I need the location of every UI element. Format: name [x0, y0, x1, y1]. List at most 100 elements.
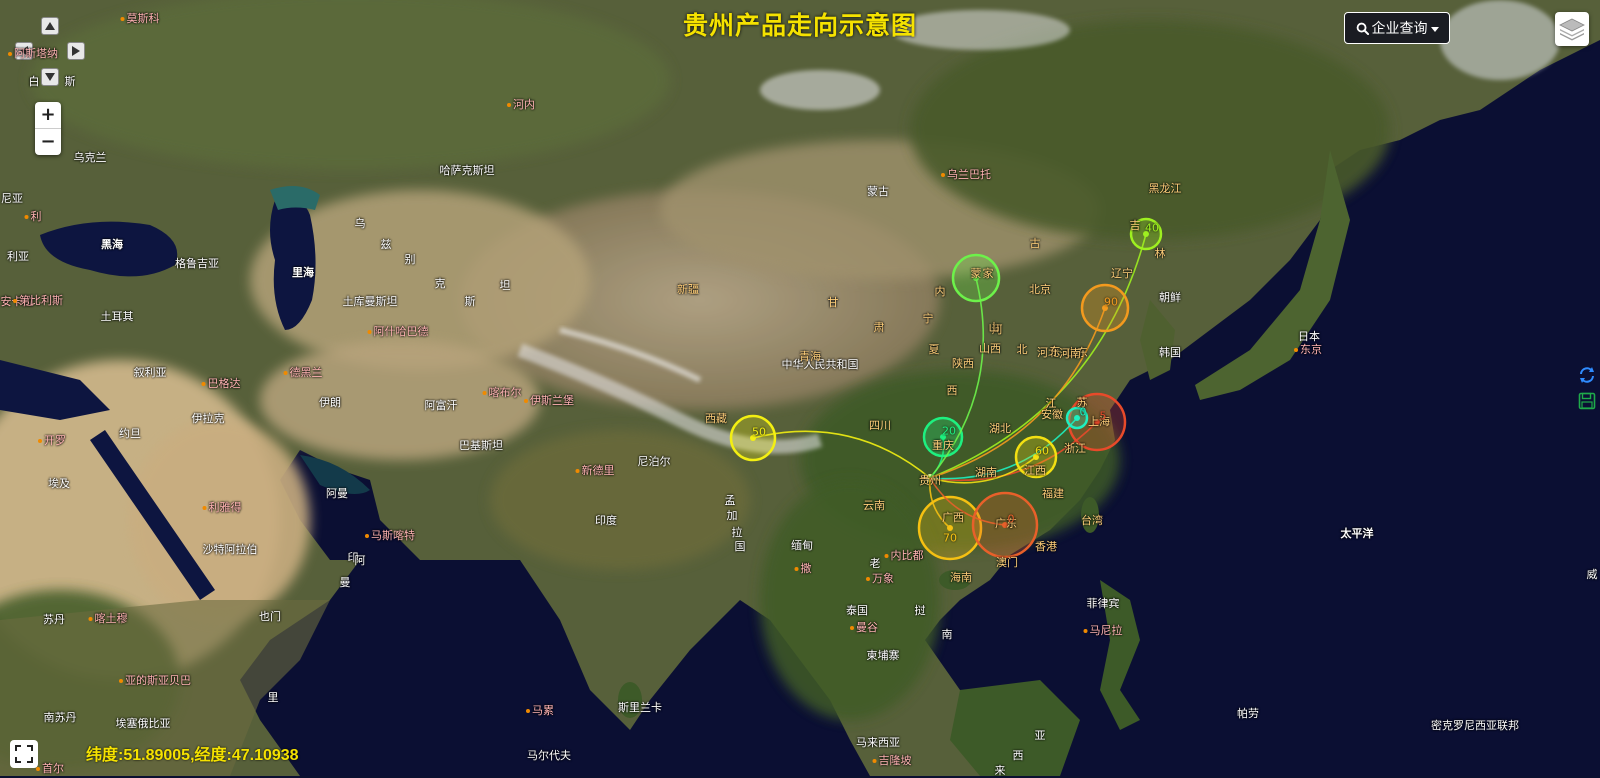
coordinate-readout: 纬度:51.89005,经度:47.10938 — [86, 747, 299, 764]
enterprise-query-label: 企业查询 — [1371, 21, 1428, 37]
city-label: 马斯喀特 — [365, 527, 415, 543]
country-label: 埃及 — [48, 477, 70, 490]
country-label: 土耳其 — [100, 310, 134, 323]
country-label: 也门 — [259, 610, 281, 623]
province-label: 江 — [1045, 397, 1057, 410]
city-label: 喀布尔 — [483, 384, 522, 400]
destination-value: 60 — [1035, 444, 1049, 458]
province-label: 河 — [991, 323, 1003, 336]
province-label: 黑龙江 — [1148, 182, 1182, 195]
city-label: 乌兰巴托 — [941, 166, 991, 182]
country-label: 别 — [404, 253, 416, 266]
country-label: 沙特阿拉伯 — [202, 543, 258, 556]
city-label: 利 — [25, 208, 42, 224]
flow-arrowhead — [940, 434, 946, 440]
city-label: 第比利斯 — [13, 292, 63, 308]
pan-down-button[interactable] — [41, 68, 59, 86]
country-label: 亚 — [1034, 729, 1046, 742]
destination-value: 70 — [943, 531, 957, 545]
country-label: 印 — [347, 551, 359, 564]
flow-line — [929, 417, 1078, 480]
country-label: 兹 — [380, 238, 392, 251]
province-label: 青海 — [799, 350, 821, 363]
country-label: 柬埔寨 — [866, 649, 900, 662]
country-label: 威 — [1586, 568, 1598, 581]
country-label: 加 — [726, 509, 738, 522]
zoom-in-button[interactable]: + — [35, 102, 61, 129]
country-label: 曼 — [339, 576, 351, 589]
sea-label: 黑海 — [101, 238, 123, 251]
fullscreen-icon — [15, 745, 33, 763]
city-label: 马累 — [526, 702, 554, 718]
country-label: 哈萨克斯坦 — [439, 164, 495, 177]
zoom-out-button[interactable]: − — [40, 131, 56, 152]
country-label: 阿 — [354, 554, 366, 567]
search-icon — [1356, 22, 1369, 35]
layers-icon — [1559, 18, 1585, 41]
flow-arrowhead — [1102, 305, 1108, 311]
province-label: 西藏 — [705, 412, 727, 425]
pan-up-button[interactable] — [41, 17, 59, 35]
city-label: 内比都 — [885, 547, 924, 563]
country-label: 韩国 — [1159, 346, 1181, 359]
layer-switcher-button[interactable] — [1555, 12, 1589, 46]
province-label: 澳门 — [996, 556, 1018, 569]
country-label: 帕劳 — [1237, 707, 1259, 720]
flow-line — [929, 477, 1006, 526]
country-label: 利亚 — [7, 250, 29, 263]
caret-down-icon — [1430, 26, 1439, 32]
flow-line — [752, 430, 931, 479]
triangle-down-icon — [45, 73, 55, 81]
country-label: 尼亚 — [1, 192, 23, 205]
destination-value: 0 — [1007, 512, 1015, 526]
city-label: 东京 — [1294, 341, 1322, 357]
country-label: 老 — [869, 557, 881, 570]
province-label: 台湾 — [1081, 514, 1103, 527]
country-label: 挝 — [914, 604, 926, 617]
province-label: 安徽 — [1041, 408, 1063, 421]
province-label: 内 — [934, 285, 946, 298]
province-label: 山西 — [979, 342, 1001, 355]
province-label: 陕西 — [952, 357, 974, 370]
country-label: 拉 — [731, 526, 743, 539]
country-label: 蒙古 — [867, 185, 889, 198]
province-label: 苏 — [1076, 396, 1088, 409]
pan-right-button[interactable] — [67, 42, 85, 60]
destination-value: 0 — [1079, 405, 1087, 419]
province-label: 山东 — [1066, 346, 1088, 359]
province-label: 上海 — [1088, 415, 1110, 428]
province-label: 重庆 — [932, 439, 954, 452]
province-label: 山 — [988, 321, 1000, 334]
province-label: 浙江 — [1064, 442, 1086, 455]
province-label: 广西 — [942, 511, 964, 524]
country-label: 泰国 — [846, 604, 868, 617]
city-label: 新德里 — [576, 462, 615, 478]
province-label: 甘 — [827, 296, 839, 309]
country-label: 密克罗尼西亚联邦 — [1431, 719, 1519, 732]
refresh-icon[interactable] — [1578, 366, 1596, 384]
sea-label: 里海 — [292, 266, 314, 279]
country-label: 中华人民共和国 — [781, 358, 859, 371]
fullscreen-button[interactable] — [10, 740, 38, 768]
zoom-control: + − — [35, 102, 61, 155]
destination-value: 20 — [942, 424, 956, 438]
enterprise-query-button[interactable]: 企业查询 — [1344, 12, 1450, 44]
destination-value: 5 — [1099, 409, 1107, 423]
city-label: 马尼拉 — [1084, 622, 1123, 638]
province-label: 吉 — [1129, 219, 1141, 232]
province-label: 福建 — [1042, 487, 1064, 500]
province-label: 宁 — [922, 312, 934, 325]
country-label: 马来西亚 — [856, 736, 900, 749]
city-label: 巴格达 — [202, 375, 241, 391]
country-label: 巴基斯坦 — [459, 439, 503, 452]
province-label: 湖南 — [975, 466, 997, 479]
country-label: 阿富汗 — [424, 399, 458, 412]
country-label: 克 — [434, 277, 446, 290]
country-label: 叙利亚 — [133, 366, 167, 379]
flow-arrowhead — [1074, 415, 1080, 421]
country-label: 菲律宾 — [1086, 597, 1120, 610]
save-icon[interactable] — [1578, 392, 1596, 410]
city-label: 撒 — [795, 560, 812, 576]
